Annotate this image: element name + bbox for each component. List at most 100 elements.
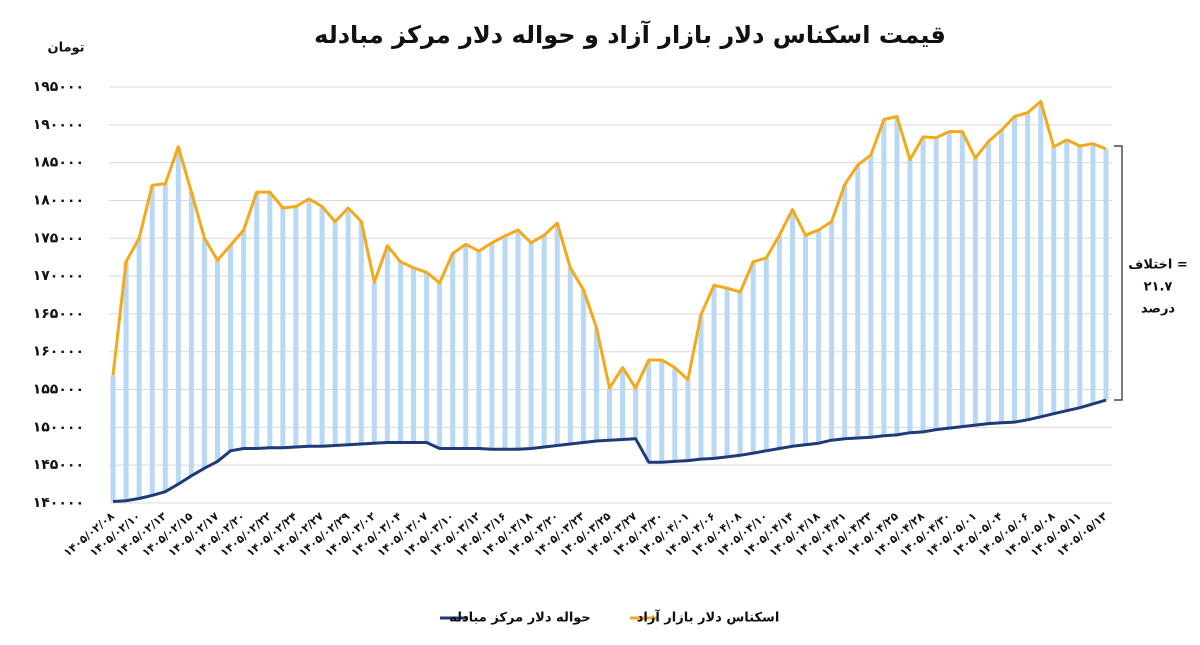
difference-bar bbox=[698, 314, 704, 460]
difference-bar bbox=[188, 192, 194, 476]
difference-bar bbox=[1051, 146, 1057, 414]
difference-bar bbox=[776, 235, 782, 449]
difference-bar bbox=[241, 229, 247, 449]
difference-bar bbox=[1064, 139, 1070, 411]
difference-bar bbox=[816, 229, 822, 444]
difference-bar bbox=[881, 119, 887, 436]
difference-bar bbox=[659, 360, 665, 463]
y-tick-label: ۱۴۵۰۰۰ bbox=[33, 457, 84, 473]
difference-bar bbox=[162, 183, 168, 492]
difference-bar bbox=[201, 238, 207, 469]
annotation-text: ۲۱.۷ bbox=[1144, 280, 1173, 295]
difference-bar bbox=[424, 272, 430, 443]
difference-bar bbox=[528, 242, 534, 449]
annotation: اختلاف = ۲۱.۷ درصد bbox=[1128, 258, 1188, 317]
difference-bar bbox=[1090, 143, 1096, 404]
difference-bar bbox=[920, 136, 926, 432]
annotation-text: درصد bbox=[1141, 302, 1176, 317]
difference-bar bbox=[371, 282, 377, 444]
y-tick-label: ۱۶۰۰۰۰ bbox=[33, 344, 84, 360]
difference-bar bbox=[254, 192, 260, 449]
difference-bar bbox=[672, 367, 678, 462]
difference-bar bbox=[711, 285, 717, 459]
y-tick-label: ۱۶۵۰۰۰ bbox=[33, 306, 84, 322]
difference-bar bbox=[123, 261, 129, 501]
difference-bar bbox=[110, 375, 116, 502]
difference-bar bbox=[411, 267, 417, 443]
y-tick-label: ۱۴۰۰۰۰ bbox=[33, 495, 84, 511]
difference-bar bbox=[959, 131, 965, 427]
difference-bar bbox=[541, 235, 547, 448]
difference-bar bbox=[149, 185, 155, 496]
difference-bar bbox=[972, 158, 978, 426]
difference-bar bbox=[868, 155, 874, 438]
difference-bar bbox=[724, 288, 730, 457]
difference-bar bbox=[554, 223, 560, 446]
y-unit-label: تومان bbox=[47, 41, 84, 56]
difference-bar bbox=[358, 221, 364, 445]
difference-bar bbox=[502, 236, 508, 450]
difference-bar bbox=[1038, 101, 1044, 417]
difference-bar bbox=[228, 245, 234, 451]
difference-bar bbox=[750, 261, 756, 454]
difference-bar bbox=[946, 131, 952, 429]
difference-bar bbox=[319, 206, 325, 447]
difference-bar bbox=[985, 141, 991, 424]
difference-bar bbox=[136, 238, 142, 499]
y-tick-label: ۱۸۰۰۰۰ bbox=[33, 192, 84, 208]
y-tick-label: ۱۵۰۰۰۰ bbox=[33, 419, 84, 435]
legend-label: حواله دلار مرکز مبادله bbox=[449, 611, 591, 626]
difference-bar bbox=[763, 257, 769, 451]
difference-bar bbox=[384, 245, 390, 443]
difference-bar bbox=[855, 164, 861, 438]
difference-bar bbox=[293, 206, 299, 448]
difference-bar bbox=[280, 208, 286, 448]
difference-bar bbox=[1012, 116, 1018, 423]
difference-bar bbox=[633, 388, 639, 439]
difference-bracket bbox=[1114, 145, 1123, 401]
difference-bar bbox=[894, 116, 900, 435]
difference-bar bbox=[215, 260, 221, 462]
difference-bar bbox=[580, 289, 586, 443]
y-tick-label: ۱۷۵۰۰۰ bbox=[33, 230, 84, 246]
difference-bar bbox=[685, 379, 691, 461]
difference-bar bbox=[737, 291, 743, 456]
difference-bar bbox=[842, 184, 848, 439]
y-tick-label: ۱۹۵۰۰۰ bbox=[33, 79, 84, 95]
y-tick-label: ۱۸۵۰۰۰ bbox=[33, 155, 84, 171]
difference-bar bbox=[789, 209, 795, 447]
difference-bar bbox=[437, 282, 443, 449]
difference-bar bbox=[1103, 149, 1109, 401]
difference-bar bbox=[397, 261, 403, 443]
difference-bar bbox=[646, 360, 652, 463]
legend-label: اسکناس دلار بازار آزاد bbox=[637, 609, 780, 626]
y-tick-label: ۱۷۰۰۰۰ bbox=[33, 268, 84, 284]
y-tick-label: ۱۵۵۰۰۰ bbox=[33, 382, 84, 398]
difference-bar bbox=[345, 208, 351, 445]
difference-bar bbox=[267, 192, 273, 448]
difference-bar bbox=[515, 229, 521, 450]
difference-bar bbox=[607, 388, 612, 441]
difference-bar bbox=[907, 159, 913, 433]
difference-bar bbox=[489, 242, 495, 450]
annotation-text: اختلاف = bbox=[1128, 258, 1188, 273]
y-tick-label: ۱۹۰۰۰۰ bbox=[33, 117, 84, 133]
difference-bar bbox=[306, 198, 312, 447]
difference-bar bbox=[1025, 112, 1031, 420]
difference-bar bbox=[463, 244, 469, 449]
difference-bar bbox=[802, 235, 808, 445]
difference-bar bbox=[175, 146, 181, 485]
difference-bar bbox=[332, 221, 338, 446]
difference-bar bbox=[450, 253, 456, 449]
difference-bar bbox=[998, 130, 1004, 423]
series-line bbox=[111, 99, 1107, 390]
difference-bar bbox=[829, 221, 835, 441]
chart-title: قیمت اسکناس دلار بازار آزاد و حواله دلار… bbox=[314, 20, 946, 49]
difference-bar bbox=[476, 251, 482, 449]
difference-bar bbox=[1077, 145, 1083, 408]
difference-bar bbox=[933, 137, 939, 430]
difference-bar bbox=[593, 327, 599, 441]
difference-bar bbox=[620, 367, 626, 440]
